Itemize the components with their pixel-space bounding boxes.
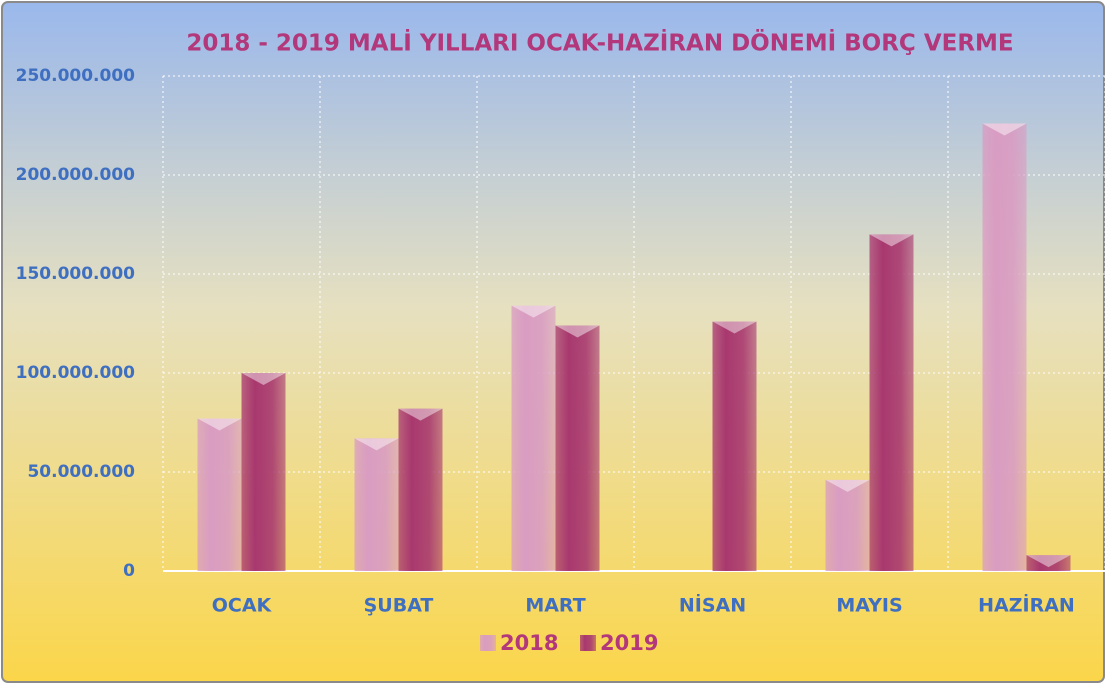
bar: [241, 373, 286, 571]
bar-bevel: [825, 479, 870, 492]
bar-bevel: [398, 408, 443, 421]
bar: [1026, 555, 1071, 571]
bar: [197, 418, 242, 571]
bar-bevel: [241, 373, 286, 385]
bar-bevel: [869, 234, 914, 247]
x-tick-label: MART: [525, 595, 585, 617]
legend-label: 2019: [600, 631, 658, 655]
x-tick-label: OCAK: [212, 595, 273, 617]
y-tick-label: 200.000.000: [16, 165, 136, 185]
bar-bevel: [712, 321, 757, 334]
y-tick-label: 50.000.000: [27, 462, 135, 482]
chart-title: 2018 - 2019 MALİ YILLARI OCAK-HAZİRAN DÖ…: [186, 29, 1013, 57]
bar: [982, 123, 1027, 572]
bar: [555, 325, 600, 571]
bar: [825, 479, 870, 571]
legend-swatch: [580, 635, 596, 651]
y-tick-label: 100.000.000: [16, 363, 136, 383]
x-tick-label: HAZİRAN: [978, 593, 1075, 617]
x-tick-label: MAYIS: [836, 595, 902, 617]
bar: [398, 408, 443, 571]
bar-bevel: [354, 438, 399, 451]
bar: [712, 321, 757, 571]
y-tick-label: 150.000.000: [16, 264, 136, 284]
bar-bevel: [197, 418, 242, 431]
y-tick-label: 0: [123, 561, 135, 581]
bar-bevel: [555, 325, 600, 338]
bar-bevel: [982, 123, 1027, 136]
bar-bevel: [511, 305, 556, 318]
legend-label: 2018: [500, 631, 558, 655]
bar: [511, 305, 556, 571]
legend-swatch: [480, 635, 496, 651]
y-tick-label: 250.000.000: [16, 66, 136, 86]
x-tick-label: ŞUBAT: [364, 595, 434, 617]
bar-bevel: [1026, 555, 1071, 568]
x-tick-label: NİSAN: [679, 593, 746, 617]
bar: [869, 234, 914, 571]
bar: [354, 438, 399, 571]
